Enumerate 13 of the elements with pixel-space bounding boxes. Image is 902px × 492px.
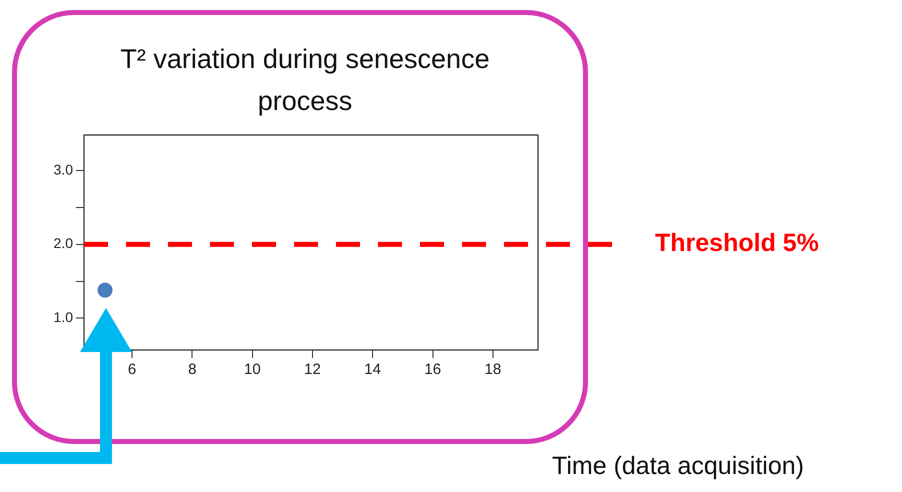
x-tick-label: 16 — [424, 361, 442, 378]
ref-line-label: Threshold 5% — [655, 229, 819, 258]
x-tick-label: 18 — [484, 361, 502, 378]
x-tick-label: 12 — [304, 361, 321, 378]
x-tick-label: 10 — [244, 361, 261, 378]
x-tick-label: 8 — [188, 361, 196, 378]
y-tick-label: 3.0 — [54, 161, 74, 178]
x-tick-label: 6 — [128, 361, 136, 378]
x-tick-label: 14 — [364, 361, 381, 378]
y-tick-label: 1.0 — [54, 309, 74, 326]
y-tick-label: 2.0 — [54, 235, 74, 252]
chart-title: T² variation during senescence process — [119, 43, 491, 118]
x-axis-title: Time (data acquisition) — [552, 452, 804, 481]
